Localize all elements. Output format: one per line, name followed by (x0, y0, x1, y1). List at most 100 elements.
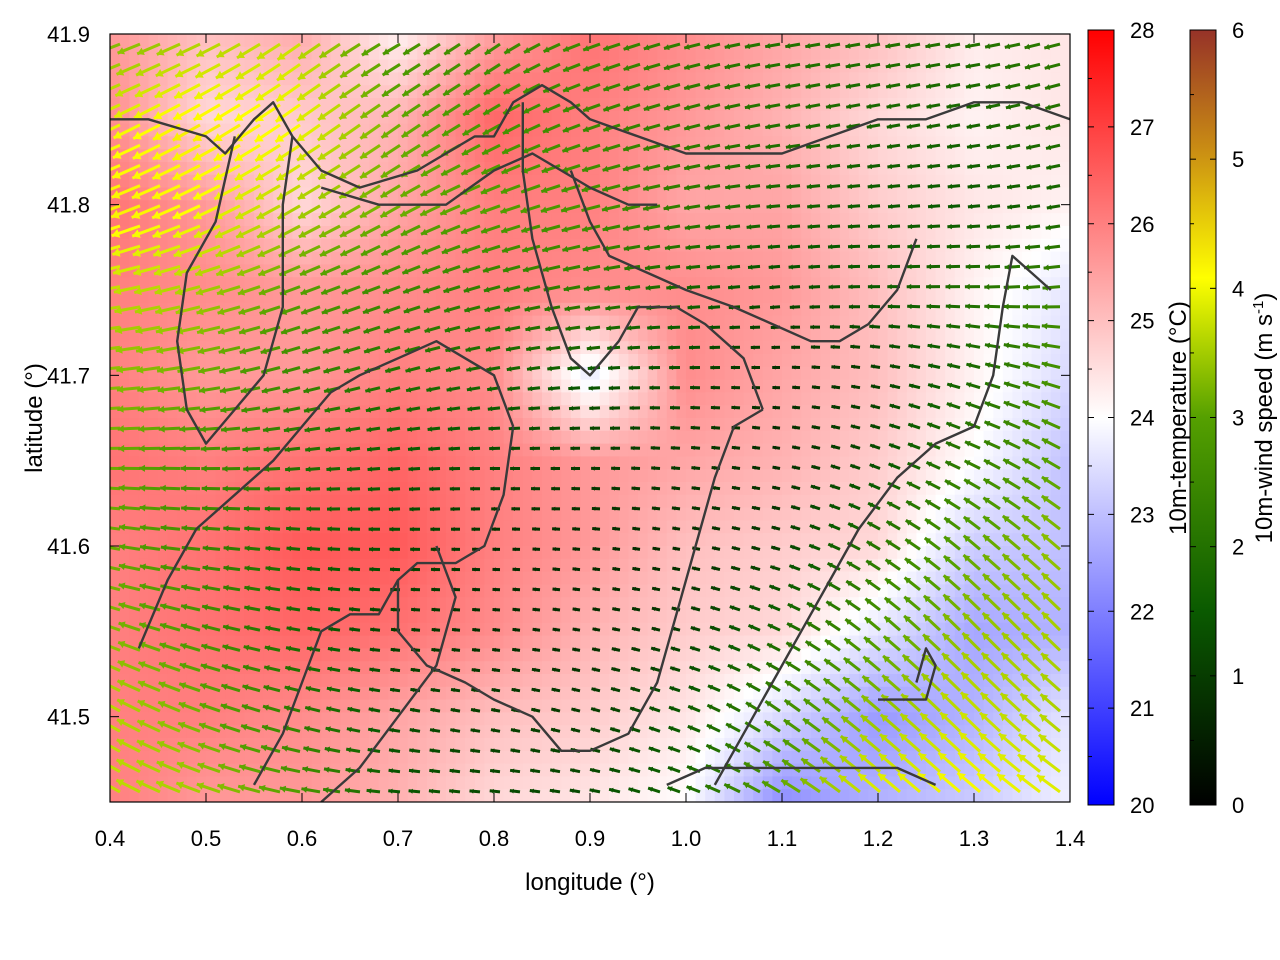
heatmap-cell (657, 571, 668, 585)
heatmap-cell (695, 34, 706, 48)
heatmap-cell (647, 238, 658, 253)
heatmap-cell (839, 430, 850, 445)
heatmap-cell (868, 648, 879, 662)
heatmap-cell (830, 226, 841, 240)
heatmap-cell (753, 226, 764, 240)
heatmap-cell (801, 46, 812, 61)
heatmap-cell (1031, 187, 1042, 201)
heatmap-cell (1002, 110, 1013, 125)
heatmap-cell (465, 34, 476, 48)
heatmap-cell (513, 174, 524, 189)
heatmap-cell (618, 648, 629, 662)
heatmap-cell (762, 162, 773, 176)
heatmap-cell (762, 226, 773, 240)
heatmap-cell (839, 149, 850, 163)
heatmap-cell (839, 302, 850, 317)
heatmap-cell (638, 610, 649, 624)
heatmap-cell (561, 571, 572, 585)
heatmap-cell (695, 494, 706, 509)
heatmap-cell (292, 72, 303, 86)
heatmap-cell (465, 392, 476, 406)
heatmap-cell (916, 110, 927, 125)
heatmap-cell (369, 392, 380, 406)
heatmap-cell (762, 123, 773, 137)
heatmap-cell (398, 136, 409, 150)
heatmap-cell (849, 226, 860, 240)
heatmap-cell (849, 213, 860, 227)
heatmap-cell (916, 72, 927, 86)
heatmap-cell (897, 354, 908, 368)
heatmap-cell (1060, 341, 1070, 355)
heatmap-cell (273, 571, 284, 585)
heatmap-cell (830, 290, 841, 304)
heatmap-cell (417, 430, 428, 445)
heatmap-cell (657, 136, 668, 150)
heatmap-cell (407, 213, 418, 227)
heatmap-cell (676, 59, 687, 73)
heatmap-cell (964, 72, 975, 86)
heatmap-cell (196, 610, 207, 624)
heatmap-cell (417, 85, 428, 99)
heatmap-cell (858, 149, 869, 163)
heatmap-cell (167, 98, 178, 112)
heatmap-cell (484, 290, 495, 304)
heatmap-cell (964, 328, 975, 342)
heatmap-cell (609, 264, 620, 278)
heatmap-cell (110, 238, 121, 253)
heatmap-cell (340, 213, 351, 227)
heatmap-cell (436, 238, 447, 253)
heatmap-cell (599, 328, 610, 342)
heatmap-cell (839, 290, 850, 304)
heatmap-cell (465, 251, 476, 265)
heatmap-cell (302, 315, 313, 329)
heatmap-cell (273, 494, 284, 509)
heatmap-cell (244, 392, 255, 406)
heatmap-cell (129, 85, 140, 99)
heatmap-cell (513, 290, 524, 304)
heatmap-cell (503, 264, 514, 278)
heatmap-cell (206, 174, 217, 189)
heatmap-cell (772, 162, 783, 176)
heatmap-cell (1031, 290, 1042, 304)
heatmap-cell (340, 494, 351, 509)
heatmap-cell (858, 187, 869, 201)
heatmap-cell (215, 85, 226, 99)
heatmap-cell (474, 226, 485, 240)
heatmap-cell (734, 251, 745, 265)
heatmap-cell (782, 430, 793, 445)
heatmap-cell (436, 34, 447, 48)
heatmap-cell (1022, 110, 1033, 125)
heatmap-cell (849, 430, 860, 445)
heatmap-cell (234, 59, 245, 73)
heatmap-cell (906, 46, 917, 61)
heatmap-cell (532, 328, 543, 342)
heatmap-cell (858, 418, 869, 432)
heatmap-cell (753, 443, 764, 457)
heatmap-cell (398, 123, 409, 137)
heatmap-cell (484, 661, 495, 675)
heatmap-cell (378, 315, 389, 329)
heatmap-cell (426, 72, 437, 86)
heatmap-cell (119, 162, 130, 176)
heatmap-cell (974, 162, 985, 176)
heatmap-cell (436, 430, 447, 445)
heatmap-cell (503, 59, 514, 73)
heatmap-cell (398, 494, 409, 509)
heatmap-cell (686, 392, 697, 406)
heatmap-cell (138, 136, 149, 150)
heatmap-cell (119, 200, 130, 214)
heatmap-cell (753, 110, 764, 125)
heatmap-cell (302, 610, 313, 624)
heatmap-cell (359, 238, 370, 253)
heatmap-cell (1060, 200, 1070, 214)
heatmap-cell (983, 405, 994, 419)
heatmap-cell (158, 59, 169, 73)
heatmap-cell (436, 277, 447, 291)
heatmap-cell (311, 264, 322, 278)
heatmap-cell (244, 98, 255, 112)
heatmap-cell (282, 610, 293, 624)
heatmap-cell (522, 174, 533, 189)
heatmap-cell (388, 226, 399, 240)
heatmap-cell (225, 648, 236, 662)
heatmap-cell (964, 110, 975, 125)
